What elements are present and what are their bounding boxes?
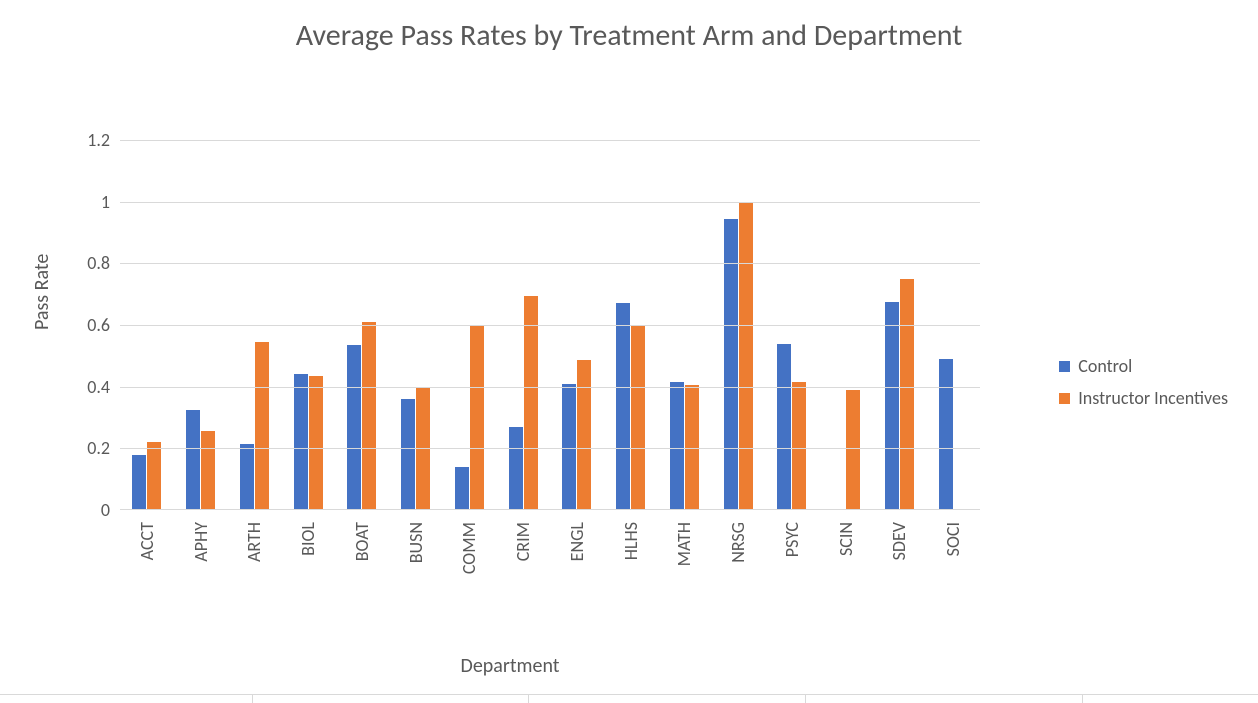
- bar: [900, 279, 914, 510]
- bar: [347, 345, 361, 510]
- bar: [577, 360, 591, 510]
- bar: [777, 344, 791, 511]
- bar: [401, 399, 415, 510]
- x-tick-label: SDEV: [888, 522, 910, 560]
- y-tick-label: 1.2: [87, 129, 110, 151]
- legend-label: Instructor Incentives: [1078, 387, 1228, 409]
- bar: [240, 444, 254, 510]
- legend-swatch: [1059, 361, 1070, 372]
- legend-swatch: [1059, 393, 1070, 404]
- chart-title: Average Pass Rates by Treatment Arm and …: [0, 18, 1258, 54]
- legend-label: Control: [1078, 355, 1132, 377]
- bar: [309, 376, 323, 510]
- y-tick-label: 0.8: [87, 252, 110, 274]
- y-tick-label: 0.4: [87, 376, 110, 398]
- bar: [147, 442, 161, 510]
- bar: [455, 467, 469, 510]
- bar: [631, 325, 645, 510]
- bar: [132, 455, 146, 511]
- bar: [724, 219, 738, 510]
- frame-bottom-separator: [1082, 695, 1083, 703]
- x-tick-label: APHY: [190, 522, 212, 562]
- plot-area: ACCTAPHYARTHBIOLBOATBUSNCOMMCRIMENGLHLHS…: [120, 140, 980, 510]
- x-tick-label: SOCI: [942, 522, 964, 556]
- frame-bottom-separator: [528, 695, 529, 703]
- bar: [201, 431, 215, 510]
- bar: [739, 202, 753, 510]
- x-tick-label: MATH: [673, 522, 695, 566]
- x-tick-label: CRIM: [512, 522, 534, 561]
- y-tick-label: 0: [101, 499, 110, 521]
- bar: [792, 382, 806, 510]
- bar: [362, 322, 376, 510]
- x-tick-label: COMM: [458, 522, 480, 574]
- x-tick-label: BIOL: [297, 522, 319, 556]
- legend-item: Control: [1059, 355, 1228, 377]
- bar: [294, 374, 308, 510]
- x-tick-label: BUSN: [405, 522, 427, 563]
- x-tick-label: ENGL: [566, 522, 588, 561]
- bar: [524, 296, 538, 510]
- y-axis-title: Pass Rate: [30, 254, 54, 330]
- bar: [186, 410, 200, 510]
- frame-bottom-separator: [805, 695, 806, 703]
- x-tick-label: PSYC: [781, 522, 803, 557]
- x-tick-label: ARTH: [243, 522, 265, 562]
- bar: [562, 384, 576, 510]
- legend: Control Instructor Incentives: [1059, 345, 1228, 419]
- x-tick-label: ACCT: [136, 522, 158, 560]
- x-axis-title: Department: [0, 654, 1020, 678]
- gridline: [120, 387, 980, 388]
- gridline: [120, 202, 980, 203]
- y-tick-label: 1: [101, 191, 110, 213]
- bar: [885, 302, 899, 510]
- bar: [616, 303, 630, 510]
- frame-bottom-separator: [252, 695, 253, 703]
- y-tick-label: 0.2: [87, 437, 110, 459]
- bar: [846, 390, 860, 510]
- gridline: [120, 263, 980, 264]
- y-tick-label: 0.6: [87, 314, 110, 336]
- gridline: [120, 140, 980, 141]
- x-tick-label: SCIN: [835, 522, 857, 556]
- x-tick-label: BOAT: [351, 522, 373, 561]
- bar: [255, 342, 269, 510]
- bar: [939, 359, 953, 510]
- chart-container: Average Pass Rates by Treatment Arm and …: [0, 0, 1258, 696]
- x-tick-label: HLHS: [620, 522, 642, 560]
- bar: [509, 427, 523, 510]
- gridline: [120, 325, 980, 326]
- legend-item: Instructor Incentives: [1059, 387, 1228, 409]
- frame-bottom-border: [0, 694, 1258, 695]
- x-axis-line: [120, 509, 980, 510]
- bar: [670, 382, 684, 510]
- bar: [470, 325, 484, 510]
- x-tick-label: NRSG: [727, 522, 749, 563]
- gridline: [120, 448, 980, 449]
